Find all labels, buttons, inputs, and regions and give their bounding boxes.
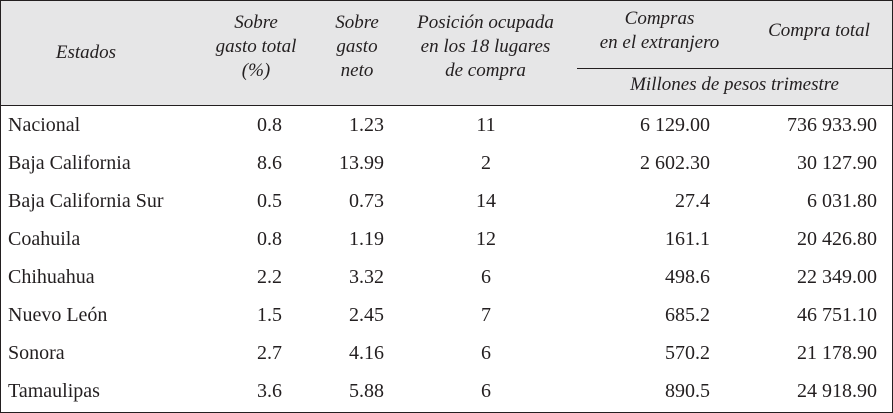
cell-estado: Tamaulipas [8, 380, 100, 402]
table-row: Baja California 8.6 13.99 2 2 602.30 30 … [1, 144, 892, 182]
cell-estado: Nuevo León [8, 304, 108, 326]
cell-posicion: 2 [481, 152, 491, 174]
cell-gasto-total: 2.2 [257, 266, 282, 288]
cell-compra-total: 22 349.00 [797, 266, 877, 288]
cell-compra-total: 736 933.90 [787, 114, 877, 136]
cell-estado: Baja California Sur [8, 190, 164, 212]
table-row: Tamaulipas 3.6 5.88 6 890.5 24 918.90 [1, 372, 892, 410]
cell-compra-total: 6 031.80 [807, 190, 877, 212]
cell-posicion: 11 [476, 114, 496, 136]
header-compra-total: Compra total [768, 20, 870, 41]
table-row: Sonora 2.7 4.16 6 570.2 21 178.90 [1, 334, 892, 372]
cell-compras-extranjero: 498.6 [665, 266, 710, 288]
cell-estado: Baja California [8, 152, 131, 174]
cell-posicion: 6 [481, 266, 491, 288]
cell-gasto-neto: 5.88 [349, 380, 384, 402]
cell-gasto-neto: 1.19 [349, 228, 384, 250]
cell-gasto-total: 8.6 [257, 152, 282, 174]
cell-gasto-total: 2.7 [257, 342, 282, 364]
table-header: Estados Sobre gasto total (%) Sobre gast… [1, 1, 892, 106]
cell-gasto-neto: 2.45 [349, 304, 384, 326]
cell-compras-extranjero: 6 129.00 [640, 114, 710, 136]
header-divider [577, 68, 892, 69]
header-gasto-total-line1: Sobre [234, 12, 278, 33]
header-compras-line1: Compras [624, 8, 695, 29]
table-row: Nuevo León 1.5 2.45 7 685.2 46 751.10 [1, 296, 892, 334]
header-estados: Estados [55, 42, 117, 63]
cell-posicion: 12 [476, 228, 496, 250]
cell-compra-total: 24 918.90 [797, 380, 877, 402]
cell-gasto-total: 0.8 [257, 228, 282, 250]
cell-compras-extranjero: 27.4 [675, 190, 710, 212]
header-gasto-neto-line3: neto [340, 60, 374, 81]
cell-compras-extranjero: 161.1 [665, 228, 710, 250]
cell-compras-extranjero: 2 602.30 [640, 152, 710, 174]
cell-compra-total: 20 426.80 [797, 228, 877, 250]
cell-gasto-neto: 0.73 [349, 190, 384, 212]
header-unidad: Millones de pesos trimestre [630, 74, 839, 95]
cell-gasto-neto: 3.32 [349, 266, 384, 288]
cell-gasto-neto: 1.23 [349, 114, 384, 136]
cell-gasto-total: 0.5 [257, 190, 282, 212]
header-posicion-line1: Posición ocupada [417, 12, 554, 33]
header-posicion: Posición ocupada en los 18 lugares de co… [398, 11, 573, 83]
cell-posicion: 6 [481, 342, 491, 364]
header-posicion-line3: de compra [445, 60, 526, 81]
cell-estado: Nacional [8, 114, 81, 136]
cell-gasto-neto: 4.16 [349, 342, 384, 364]
cell-gasto-total: 3.6 [257, 380, 282, 402]
table-row: Coahuila 0.8 1.19 12 161.1 20 426.80 [1, 220, 892, 258]
table-row: Baja California Sur 0.5 0.73 14 27.4 6 0… [1, 182, 892, 220]
cell-posicion: 6 [481, 380, 491, 402]
header-compras-extranjero: Compras en el extranjero [577, 7, 742, 55]
cell-compras-extranjero: 570.2 [665, 342, 710, 364]
cell-estado: Coahuila [8, 228, 81, 250]
cell-compra-total: 21 178.90 [797, 342, 877, 364]
header-posicion-line2: en los 18 lugares [420, 36, 551, 57]
cell-estado: Sonora [8, 342, 65, 364]
cell-compra-total: 46 751.10 [797, 304, 877, 326]
cell-compras-extranjero: 685.2 [665, 304, 710, 326]
table-row: Chihuahua 2.2 3.32 6 498.6 22 349.00 [1, 258, 892, 296]
cell-estado: Chihuahua [8, 266, 95, 288]
cell-gasto-neto: 13.99 [339, 152, 384, 174]
header-gasto-total-line2: gasto total [215, 36, 297, 57]
header-gasto-total: Sobre gasto total (%) [211, 11, 301, 83]
header-gasto-total-line3: (%) [241, 60, 271, 81]
cell-compras-extranjero: 890.5 [665, 380, 710, 402]
table-row: Nacional 0.8 1.23 11 6 129.00 736 933.90 [1, 106, 892, 144]
header-gasto-neto-line2: gasto [336, 36, 378, 57]
cell-gasto-total: 1.5 [257, 304, 282, 326]
cell-compra-total: 30 127.90 [797, 152, 877, 174]
cell-posicion: 14 [476, 190, 496, 212]
cell-gasto-total: 0.8 [257, 114, 282, 136]
header-compras-line2: en el extranjero [599, 32, 720, 53]
header-gasto-neto: Sobre gasto neto [319, 11, 395, 83]
header-gasto-neto-line1: Sobre [335, 12, 379, 33]
cell-posicion: 7 [481, 304, 491, 326]
